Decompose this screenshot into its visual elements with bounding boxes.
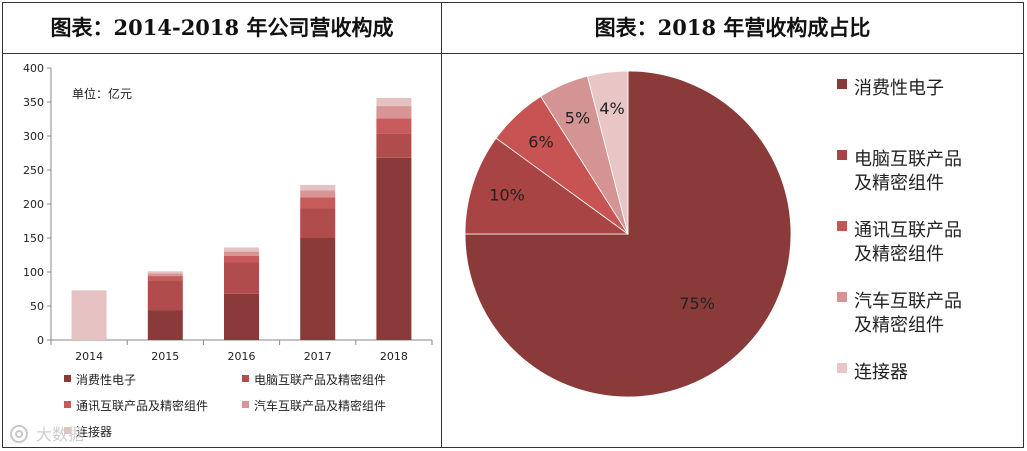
legend-label: 电脑互联产品及精密组件 <box>254 372 386 387</box>
pie-chart: 75% 10% 6% 5% 4% 消费性电子电脑互联产品及精密组件通讯互联产品及精密组件汽… <box>464 70 962 398</box>
x-tick-label: 2018 <box>380 350 408 363</box>
bar-segment <box>376 118 412 134</box>
y-tick-label: 200 <box>23 198 44 211</box>
pie-data-label: 5% <box>565 108 590 127</box>
bar-segment <box>224 247 259 252</box>
bar-segment <box>147 276 183 281</box>
pie-slice <box>464 70 792 398</box>
bar-segment <box>376 97 412 107</box>
panel-divider <box>441 3 442 447</box>
bar-segment <box>300 238 336 340</box>
legend-label: 消费性电子 <box>76 373 136 387</box>
legend-swatch <box>837 150 847 160</box>
bar-segment <box>224 262 259 294</box>
pie-data-label: 4% <box>599 99 624 118</box>
bar-segment <box>147 310 183 340</box>
pie-slice <box>464 137 630 235</box>
legend-label: 电脑互联产品及精密组件 <box>854 149 962 194</box>
bar-segment <box>376 133 412 158</box>
watermark: 大数据 <box>10 425 84 444</box>
legend-label: 连接器 <box>76 424 112 439</box>
y-tick-label: 250 <box>23 164 44 177</box>
legend-swatch <box>242 401 249 408</box>
bar-segment <box>300 197 336 209</box>
y-tick-label: 400 <box>23 62 44 75</box>
bar-segment <box>376 106 412 119</box>
bar-chart-title: 图表：2014-2018 年公司营收构成 <box>50 15 394 40</box>
pie-data-label: 6% <box>528 132 553 151</box>
legend-label: 通讯互联产品及精密组件 <box>854 220 962 265</box>
legend-label: 消费性电子 <box>854 78 944 99</box>
bar-segment <box>376 157 412 340</box>
bar-segment <box>147 273 183 277</box>
pie-chart-title: 图表：2018 年营收构成占比 <box>594 15 871 40</box>
legend-label: 通讯互联产品及精密组件 <box>76 398 208 413</box>
bar-segment <box>71 290 107 340</box>
bar-segment <box>224 293 259 340</box>
pie-data-label: 10% <box>489 186 525 205</box>
pie-data-label: 75% <box>679 294 715 313</box>
legend-swatch <box>64 427 71 434</box>
pie-slice <box>586 70 629 235</box>
title-divider <box>3 53 1023 54</box>
x-tick-label: 2016 <box>228 350 256 363</box>
bar-segment <box>224 251 259 256</box>
legend-swatch <box>837 221 847 231</box>
bar-segment <box>147 271 183 274</box>
watermark-logo-icon <box>10 425 28 443</box>
legend-swatch <box>242 375 249 382</box>
legend-label: 汽车互联产品及精密组件 <box>854 291 962 336</box>
legend-swatch <box>837 292 847 302</box>
bar-segment <box>300 184 336 191</box>
x-tick-label: 2015 <box>151 350 179 363</box>
legend-label: 连接器 <box>854 362 908 383</box>
legend-label: 汽车互联产品及精密组件 <box>254 398 386 413</box>
legend-swatch <box>837 363 847 373</box>
y-tick-label: 150 <box>23 232 44 245</box>
watermark-text: 大数据 <box>36 425 84 444</box>
y-tick-label: 0 <box>37 334 44 347</box>
y-tick-label: 300 <box>23 130 44 143</box>
y-tick-label: 350 <box>23 96 44 109</box>
bar-segment <box>300 208 336 238</box>
unit-label: 单位：亿元 <box>72 86 132 101</box>
y-tick-label: 50 <box>30 300 44 313</box>
bar-segment <box>300 190 336 198</box>
bar-segment <box>147 280 183 311</box>
legend-swatch <box>64 401 71 408</box>
y-tick-label: 100 <box>23 266 44 279</box>
x-tick-label: 2014 <box>75 350 103 363</box>
x-tick-label: 2017 <box>304 350 332 363</box>
legend-swatch <box>64 375 71 382</box>
bar-segment <box>224 255 259 263</box>
stacked-bar-chart: 单位：亿元 0 50 100 150 200 250 300 350 400 2014 2015 20… <box>23 62 433 439</box>
legend-swatch <box>837 79 847 89</box>
